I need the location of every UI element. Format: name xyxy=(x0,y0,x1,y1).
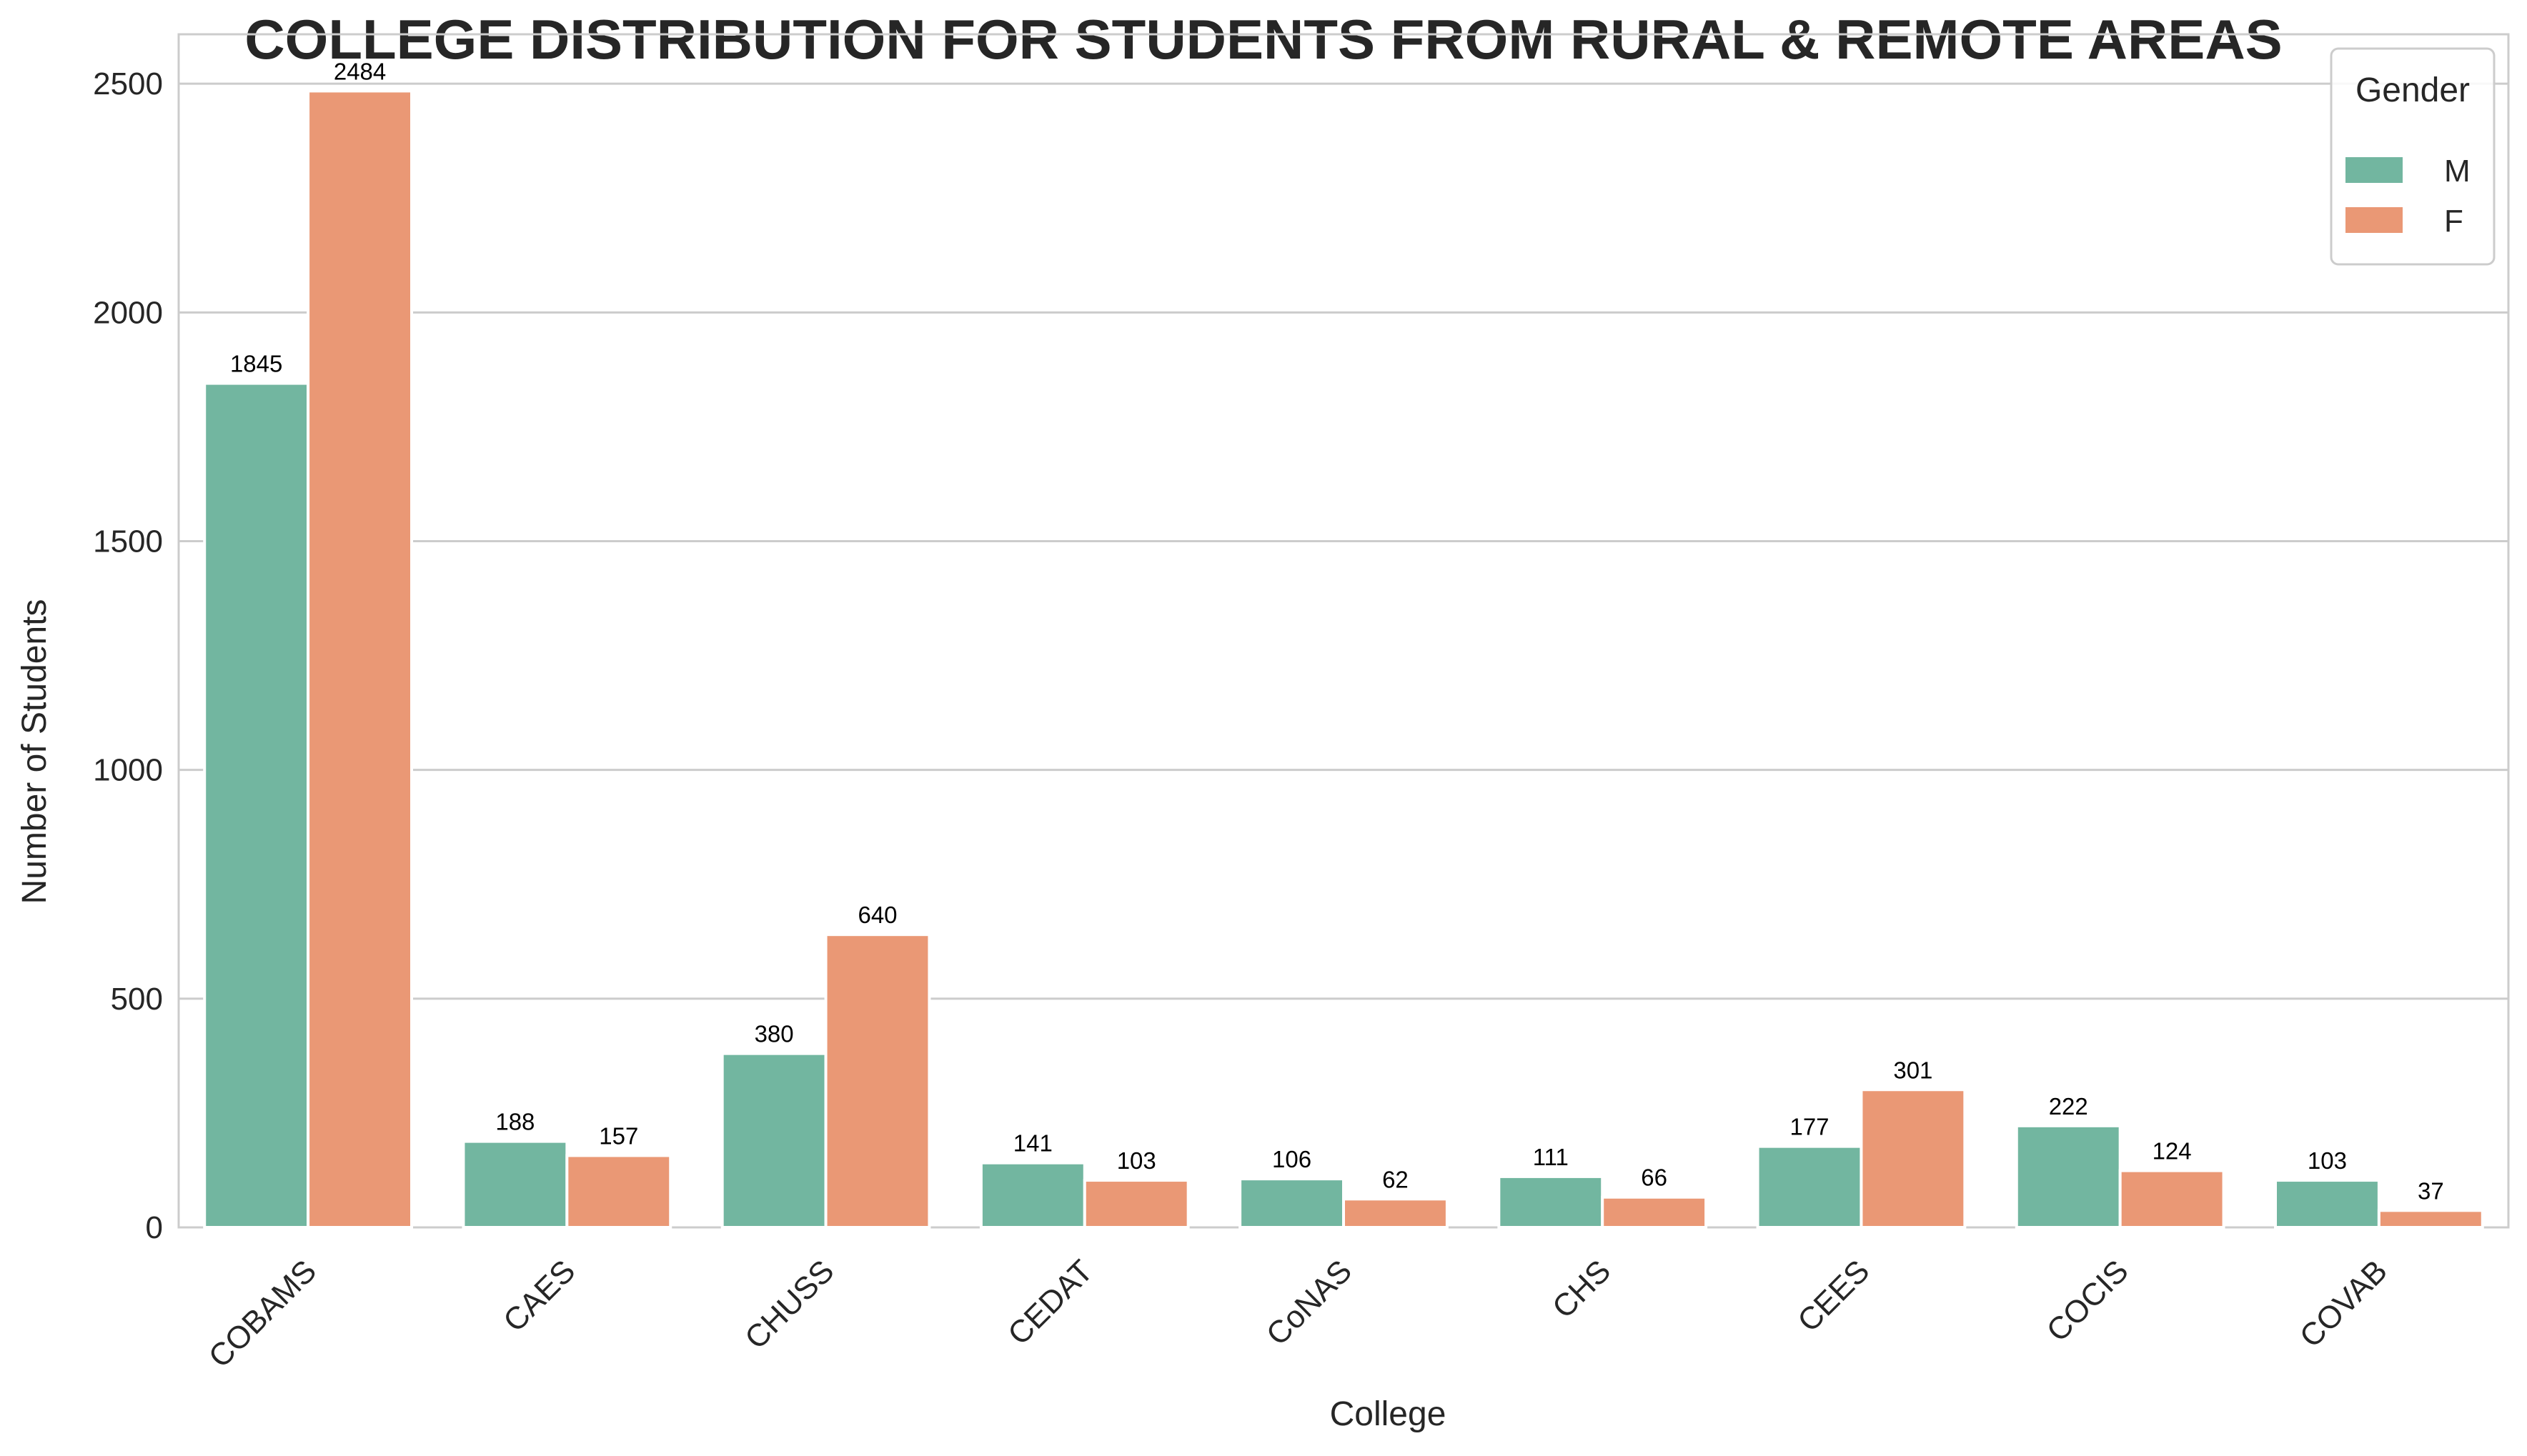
bar-M-CoNAS xyxy=(1238,1177,1345,1230)
x-tick-label: CHUSS xyxy=(738,1253,841,1356)
legend: Gender MF xyxy=(2330,47,2496,266)
bar-F-CHS xyxy=(1601,1195,1708,1229)
bar-M-CEDAT xyxy=(979,1161,1086,1229)
chart-title: COLLEGE DISTRIBUTION FOR STUDENTS FROM R… xyxy=(244,8,2282,71)
legend-label-F: F xyxy=(2444,204,2463,239)
y-tick-label: 500 xyxy=(111,982,163,1017)
y-tick-label: 2000 xyxy=(93,295,163,330)
data-label: 66 xyxy=(1641,1165,1667,1191)
x-tick-label: CHS xyxy=(1546,1253,1617,1325)
bar-M-CHUSS xyxy=(720,1052,828,1229)
bar-F-CAES xyxy=(565,1154,672,1230)
y-tick-label: 1500 xyxy=(93,524,163,559)
x-axis-label: College xyxy=(1330,1395,1446,1433)
y-tick-label: 0 xyxy=(146,1210,163,1245)
data-label: 103 xyxy=(1117,1147,1156,1174)
bar-M-COVAB xyxy=(2274,1179,2380,1230)
bar-F-CoNAS xyxy=(1342,1197,1449,1229)
data-label: 141 xyxy=(1013,1130,1053,1157)
data-labels: 1845 2484 188 157 380 640 141 103 106 62 111 66 177 3… xyxy=(230,58,2444,1204)
data-label: 640 xyxy=(858,902,897,928)
data-label: 103 xyxy=(2308,1147,2347,1174)
legend-title: Gender xyxy=(2355,71,2470,109)
legend-swatch-M xyxy=(2345,157,2403,183)
bar-M-CAES xyxy=(462,1140,569,1230)
bar-M-COCIS xyxy=(2015,1124,2122,1229)
bar-M-COBAMS xyxy=(203,382,310,1229)
data-label: 62 xyxy=(1382,1166,1409,1192)
gridlines xyxy=(179,82,2508,1229)
x-tick-label: CEES xyxy=(1791,1253,1876,1338)
bar-M-CEES xyxy=(1756,1145,1863,1229)
data-label: 157 xyxy=(599,1122,638,1149)
bar-F-COCIS xyxy=(2118,1169,2225,1229)
data-label: 2484 xyxy=(334,58,386,84)
data-label: 301 xyxy=(1893,1057,1932,1083)
data-label: 106 xyxy=(1272,1146,1311,1172)
legend-swatch-F xyxy=(2345,207,2403,233)
y-tick-label: 1000 xyxy=(93,753,163,788)
plot-border xyxy=(177,33,2510,1229)
y-tick-label: 2500 xyxy=(93,66,163,101)
y-axis-label: Number of Students xyxy=(16,599,54,904)
bar-F-CEDAT xyxy=(1083,1179,1190,1230)
data-label: 1845 xyxy=(230,351,282,377)
x-tick-label: CAES xyxy=(497,1253,582,1338)
data-label: 380 xyxy=(755,1021,794,1047)
x-axis-ticks: COBAMS CAES CHUSS CEDAT CoNAS CHS CEES COCIS COV… xyxy=(202,1253,2394,1374)
data-label: 188 xyxy=(495,1109,535,1135)
x-tick-label: COCIS xyxy=(2040,1253,2135,1348)
data-label: 37 xyxy=(2418,1177,2444,1204)
bar-F-COBAMS xyxy=(307,89,413,1229)
bar-F-CEES xyxy=(1860,1088,1967,1229)
y-axis-ticks: 0 500 1000 1500 2000 2500 xyxy=(93,66,163,1245)
legend-label-M: M xyxy=(2444,154,2471,189)
x-tick-label: CoNAS xyxy=(1260,1253,1359,1352)
data-label: 222 xyxy=(2049,1093,2088,1120)
bar-F-COVAB xyxy=(2377,1209,2484,1229)
x-tick-label: CEDAT xyxy=(1001,1253,1100,1352)
bar-F-CHUSS xyxy=(824,933,931,1230)
x-tick-label: COBAMS xyxy=(202,1253,323,1374)
data-label: 111 xyxy=(1533,1144,1569,1170)
bars xyxy=(203,89,2484,1230)
bar-M-CHS xyxy=(1497,1175,1604,1229)
x-tick-label: COVAB xyxy=(2293,1253,2394,1354)
data-label: 124 xyxy=(2153,1138,2192,1165)
plot-frame xyxy=(177,33,2510,1229)
data-label: 177 xyxy=(1789,1114,1829,1140)
